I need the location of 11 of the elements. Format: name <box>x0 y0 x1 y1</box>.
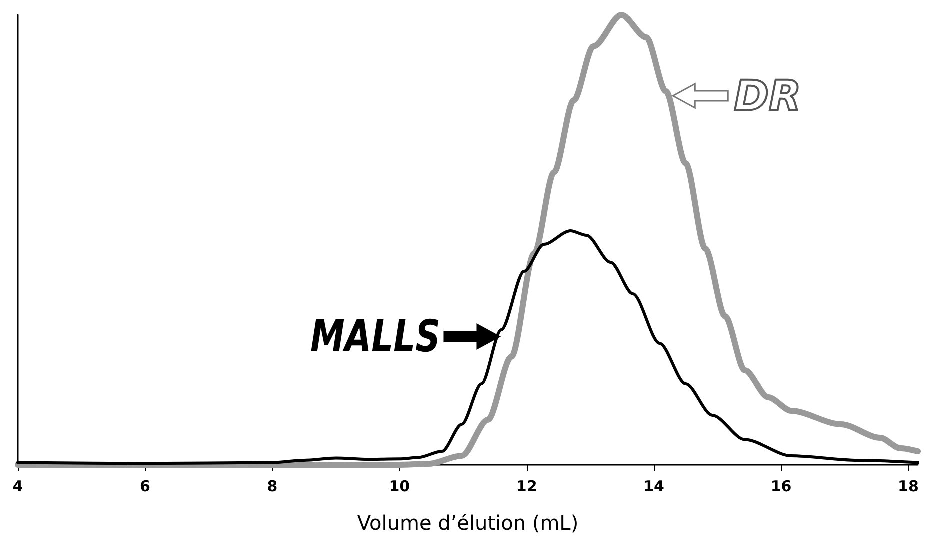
x-tick-label: 4 <box>12 478 24 496</box>
annotation: DR <box>734 72 802 120</box>
x-tick-label: 18 <box>898 478 919 496</box>
x-tick-label: 14 <box>644 478 664 496</box>
x-tick-label: 12 <box>516 478 538 496</box>
x-tick-label: 6 <box>140 478 150 496</box>
x-tick-label: 10 <box>389 478 410 496</box>
x-tick-label: 8 <box>267 478 278 496</box>
x-tick-label: 16 <box>770 478 792 496</box>
annotation: MALLS <box>310 311 476 362</box>
x-axis-title: Volume d’élution (mL) <box>357 511 579 535</box>
